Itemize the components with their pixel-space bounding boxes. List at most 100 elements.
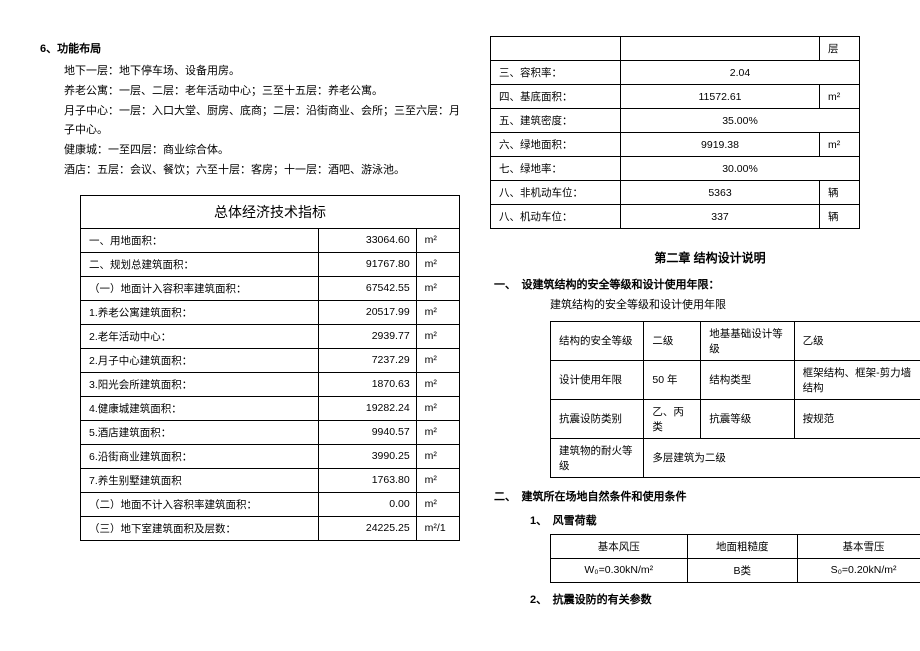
econ-label: 7.养生别墅建筑面积 xyxy=(81,468,319,492)
econ-val: 1870.63 xyxy=(319,372,416,396)
econ-title: 总体经济技术指标 xyxy=(81,195,460,228)
metric-label: 八、机动车位： xyxy=(491,205,621,229)
layout-line: 月子中心：一层：入口大堂、厨房、底商；二层：沿街商业、会所；三至六层：月子中心。 xyxy=(64,102,460,142)
econ-label: 2.老年活动中心： xyxy=(81,324,319,348)
econ-val: 2939.77 xyxy=(319,324,416,348)
econ-val: 20517.99 xyxy=(319,300,416,324)
metric-unit: 辆 xyxy=(820,181,860,205)
econ-label: 5.酒店建筑面积： xyxy=(81,420,319,444)
sec2-2-title: 2、 抗震设防的有关参数 xyxy=(530,591,920,607)
sec1-sub: 建筑结构的安全等级和设计使用年限 xyxy=(550,296,920,315)
econ-unit: m² xyxy=(416,444,459,468)
econ-unit: m² xyxy=(416,300,459,324)
econ-unit: m²/1 xyxy=(416,516,459,540)
metric-val: 30.00% xyxy=(621,157,860,181)
metric-label xyxy=(491,37,621,61)
wind-cell: W₀=0.30kN/m² xyxy=(551,558,688,582)
metric-label: 四、基底面积： xyxy=(491,85,621,109)
econ-label: 6.沿街商业建筑面积： xyxy=(81,444,319,468)
econ-val: 3990.25 xyxy=(319,444,416,468)
econ-label: 3.阳光会所建筑面积： xyxy=(81,372,319,396)
econ-table: 总体经济技术指标 一、用地面积： 33064.60 m² 二、规划总建筑面积： 9… xyxy=(80,195,460,541)
struct-cell: 按规范 xyxy=(794,399,920,438)
econ-unit: m² xyxy=(416,420,459,444)
metric-val: 9919.38 xyxy=(621,133,820,157)
econ-val: 19282.24 xyxy=(319,396,416,420)
chapter-2-title: 第二章 结构设计说明 xyxy=(490,249,920,266)
struct-cell: 二级 xyxy=(644,321,701,360)
metric-val: 337 xyxy=(621,205,820,229)
struct-cell: 地基基础设计等级 xyxy=(701,321,794,360)
metric-label: 三、容积率： xyxy=(491,61,621,85)
econ-label: （二）地面不计入容积率建筑面积： xyxy=(81,492,319,516)
struct-cell: 抗震等级 xyxy=(701,399,794,438)
metric-val: 2.04 xyxy=(621,61,860,85)
metric-val: 35.00% xyxy=(621,109,860,133)
econ-label: （三）地下室建筑面积及层数： xyxy=(81,516,319,540)
econ-label: 4.健康城建筑面积： xyxy=(81,396,319,420)
econ-unit: m² xyxy=(416,492,459,516)
wind-table: 基本风压 地面粗糙度 基本雪压 W₀=0.30kN/m² B类 S₀=0.20k… xyxy=(550,534,920,583)
metric-unit: 辆 xyxy=(820,205,860,229)
wind-head-cell: 基本风压 xyxy=(551,534,688,558)
econ-unit: m² xyxy=(416,252,459,276)
econ-label: 1.养老公寓建筑面积： xyxy=(81,300,319,324)
econ-val: 24225.25 xyxy=(319,516,416,540)
econ-unit: m² xyxy=(416,372,459,396)
metric-unit: 层 xyxy=(820,37,860,61)
wind-head-cell: 基本雪压 xyxy=(798,534,920,558)
sec1-title: 一、 设建筑结构的安全等级和设计使用年限： xyxy=(494,276,920,292)
layout-text: 地下一层：地下停车场、设备用房。 养老公寓：一层、二层：老年活动中心；三至十五层… xyxy=(40,62,460,181)
econ-label: 2.月子中心建筑面积： xyxy=(81,348,319,372)
econ-unit: m² xyxy=(416,228,459,252)
sec2-title: 二、 建筑所在场地自然条件和使用条件 xyxy=(494,488,920,504)
econ-label: 一、用地面积： xyxy=(81,228,319,252)
econ-unit: m² xyxy=(416,324,459,348)
layout-line: 地下一层：地下停车场、设备用房。 xyxy=(64,62,460,82)
econ-unit: m² xyxy=(416,396,459,420)
sec2-1-title: 1、 风雪荷载 xyxy=(530,512,920,528)
page-root: 6、功能布局 地下一层：地下停车场、设备用房。 养老公寓：一层、二层：老年活动中… xyxy=(40,30,880,611)
metric-unit: m² xyxy=(820,85,860,109)
metric-label: 六、绿地面积： xyxy=(491,133,621,157)
struct-cell: 乙级 xyxy=(794,321,920,360)
wind-cell: B类 xyxy=(687,558,798,582)
struct-cell: 结构的安全等级 xyxy=(551,321,644,360)
wind-cell: S₀=0.20kN/m² xyxy=(798,558,920,582)
econ-val: 9940.57 xyxy=(319,420,416,444)
metrics-table-cont: 层三、容积率： 2.04四、基底面积： 11572.61 m² 五、建筑密度： 3… xyxy=(490,36,860,229)
struct-cell: 框架结构、框架-剪力墙结构 xyxy=(794,360,920,399)
econ-val: 0.00 xyxy=(319,492,416,516)
metric-label: 七、绿地率： xyxy=(491,157,621,181)
econ-val: 91767.80 xyxy=(319,252,416,276)
struct-cell: 抗震设防类别 xyxy=(551,399,644,438)
metric-label: 八、非机动车位： xyxy=(491,181,621,205)
econ-val: 1763.80 xyxy=(319,468,416,492)
metric-val xyxy=(621,37,820,61)
right-column: 层三、容积率： 2.04四、基底面积： 11572.61 m² 五、建筑密度： 3… xyxy=(490,30,920,611)
layout-line: 酒店：五层：会议、餐饮；六至十层：客房；十一层：酒吧、游泳池。 xyxy=(64,161,460,181)
econ-label: 二、规划总建筑面积： xyxy=(81,252,319,276)
econ-unit: m² xyxy=(416,468,459,492)
econ-val: 33064.60 xyxy=(319,228,416,252)
struct-cell: 乙、丙类 xyxy=(644,399,701,438)
econ-val: 67542.55 xyxy=(319,276,416,300)
econ-unit: m² xyxy=(416,348,459,372)
econ-val: 7237.29 xyxy=(319,348,416,372)
layout-line: 健康城：一至四层：商业综合体。 xyxy=(64,141,460,161)
left-column: 6、功能布局 地下一层：地下停车场、设备用房。 养老公寓：一层、二层：老年活动中… xyxy=(40,30,460,611)
metric-val: 5363 xyxy=(621,181,820,205)
layout-line: 养老公寓：一层、二层：老年活动中心；三至十五层：养老公寓。 xyxy=(64,82,460,102)
metric-label: 五、建筑密度： xyxy=(491,109,621,133)
econ-label: （一）地面计入容积率建筑面积： xyxy=(81,276,319,300)
struct-cell: 多层建筑为二级 xyxy=(644,438,920,477)
struct-table: 结构的安全等级 二级 地基基础设计等级 乙级设计使用年限 50 年 结构类型 框… xyxy=(550,321,920,478)
metric-unit: m² xyxy=(820,133,860,157)
struct-cell: 50 年 xyxy=(644,360,701,399)
struct-cell: 建筑物的耐火等级 xyxy=(551,438,644,477)
econ-unit: m² xyxy=(416,276,459,300)
struct-cell: 设计使用年限 xyxy=(551,360,644,399)
metric-val: 11572.61 xyxy=(621,85,820,109)
wind-head-cell: 地面粗糙度 xyxy=(687,534,798,558)
section-6-title: 6、功能布局 xyxy=(40,40,460,56)
